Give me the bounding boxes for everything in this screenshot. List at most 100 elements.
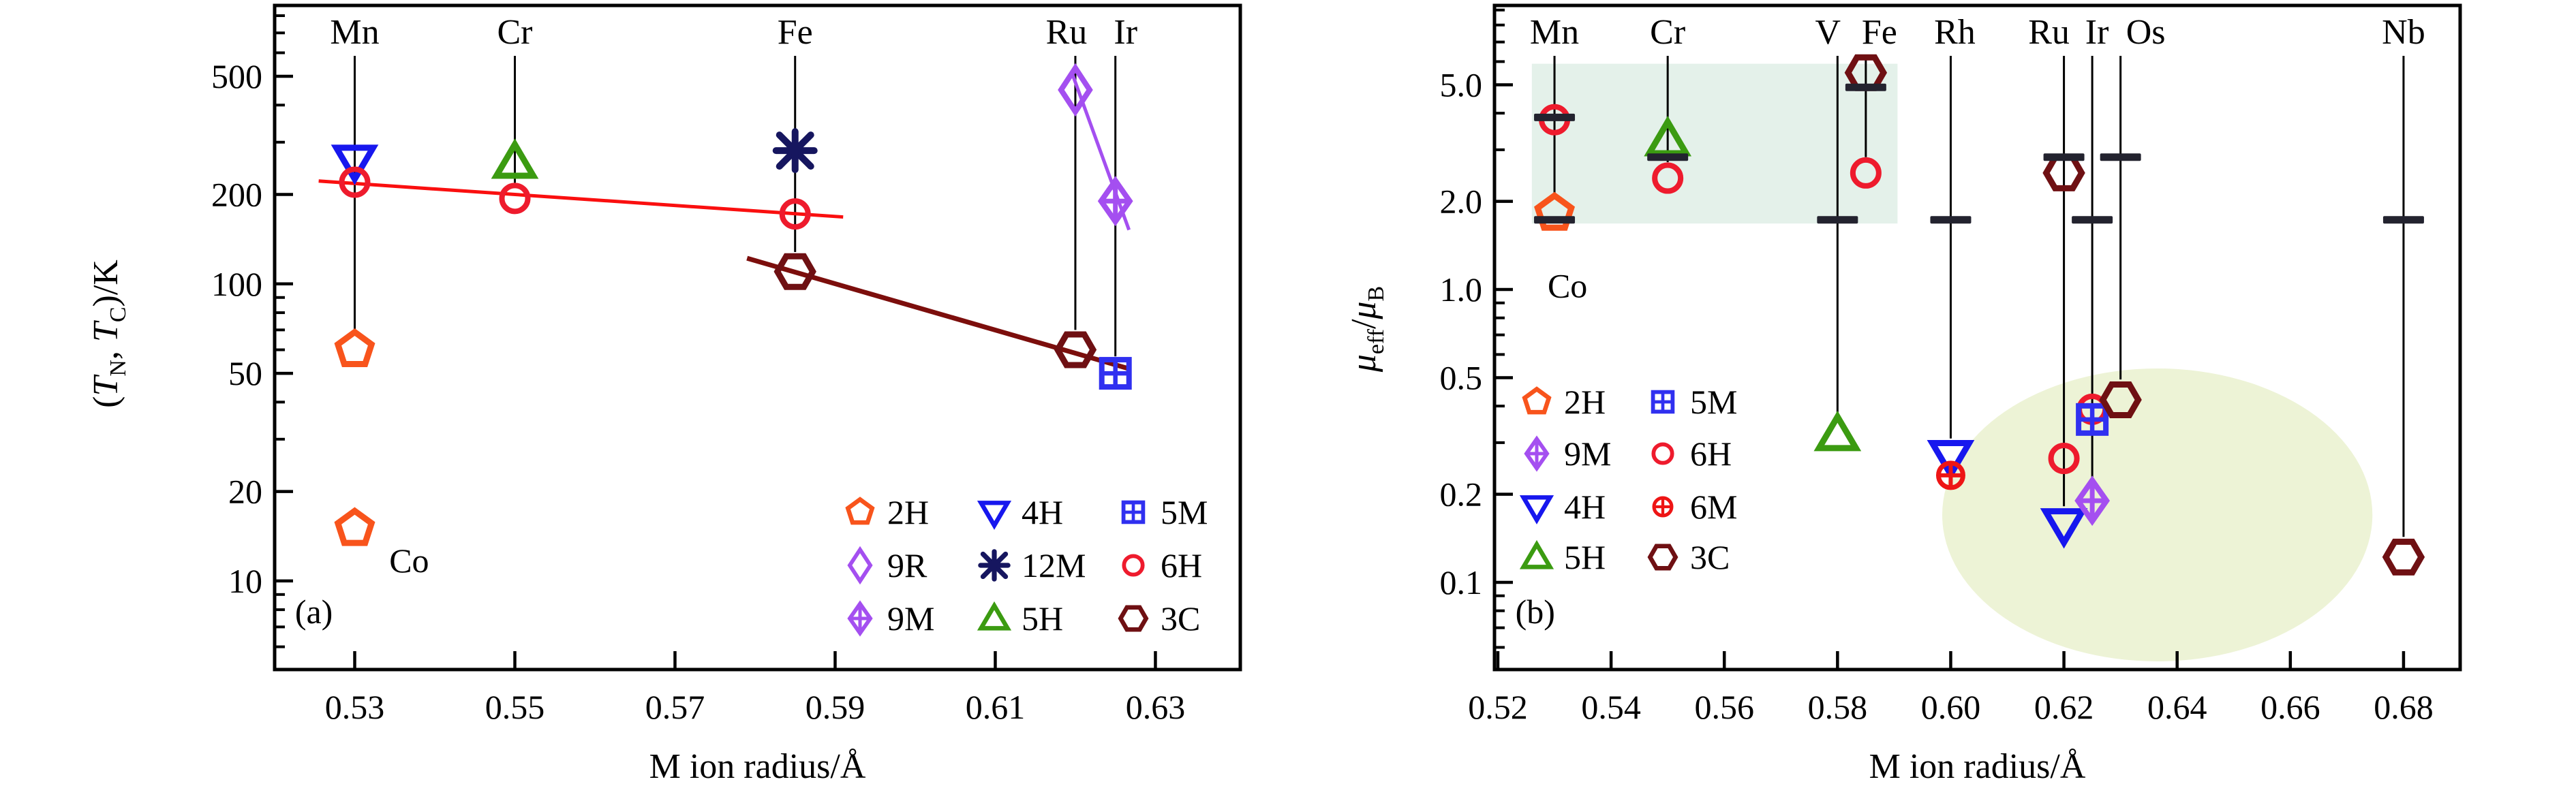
data-point-Ru-9R	[1058, 63, 1093, 117]
data-point-Rh-6M	[1935, 460, 1965, 490]
data-point-Fe-6H	[779, 198, 811, 230]
x-tick-label: 0.55	[485, 688, 545, 726]
trend-line-2	[1069, 70, 1131, 231]
y-tick-label: 200	[211, 176, 262, 214]
data-point-Fe-12M	[772, 128, 818, 174]
legend-label-4H: 4H	[1564, 488, 1606, 526]
data-point-Ir-5M	[1099, 357, 1132, 390]
element-label-Mn: Mn	[330, 13, 379, 52]
data-point-Ir-9M	[2074, 475, 2110, 527]
x-tick-label: 0.57	[645, 688, 705, 726]
x-tick-label: 0.53	[325, 688, 385, 726]
spin-only-bar	[1647, 153, 1689, 161]
legend-label-6M: 6M	[1690, 488, 1737, 526]
x-tick-label: 0.54	[1581, 688, 1641, 726]
annotation-co: Co	[1548, 267, 1587, 305]
y-tick-label: 0.1	[1440, 563, 1483, 601]
legend-marker-9M	[847, 600, 873, 637]
element-label-Os: Os	[2126, 13, 2166, 52]
y-tick-label: 20	[228, 473, 262, 511]
legend: 2H 4H 5M 9R 12M 6H 9M 5H 3C	[845, 493, 1208, 638]
legend-marker-12M	[978, 549, 1011, 582]
x-tick-label: 0.56	[1694, 688, 1754, 726]
legend-marker-3C	[1647, 544, 1678, 571]
data-point-Ir-9M	[1097, 176, 1133, 227]
element-label-Fe: Fe	[778, 13, 813, 52]
data-point-Mn-2H	[1534, 191, 1576, 231]
y-tick-label: 1.0	[1440, 270, 1483, 309]
data-point-Mn-4H	[331, 144, 379, 185]
legend-label-4H: 4H	[1022, 493, 1063, 531]
y-tick-label: 50	[228, 354, 262, 392]
data-point-Fe-6H	[1850, 157, 1882, 189]
data-point-Ru-4H	[2040, 508, 2088, 549]
spin-only-bar	[1930, 216, 1972, 224]
legend: 2H 5M 9M 6H 4H 6M 5H 3C	[1519, 383, 1737, 576]
data-point-Mn-2H	[334, 328, 375, 368]
data-point-V-5H	[1813, 410, 1862, 452]
legend-label-12M: 12M	[1022, 546, 1086, 584]
element-label-Ru: Ru	[2028, 13, 2070, 52]
element-label-Cr: Cr	[1650, 13, 1685, 52]
panel-letter: (b)	[1516, 593, 1555, 631]
y-tick-label: 5.0	[1440, 65, 1483, 104]
element-label-Mn: Mn	[1530, 13, 1579, 52]
legend-marker-6M	[1652, 496, 1674, 518]
y-tick-label: 0.2	[1440, 475, 1483, 514]
x-tick-label: 0.68	[2374, 688, 2434, 726]
x-axis-title: M ion radius/Å	[1869, 747, 2086, 786]
spin-only-bar	[1845, 83, 1886, 91]
element-label-V: V	[1815, 13, 1841, 52]
data-point-Ru-6H	[2048, 443, 2080, 475]
legend-marker-4H	[977, 501, 1012, 530]
legend-marker-5M	[1651, 390, 1675, 414]
legend-marker-5M	[1121, 500, 1146, 524]
y-tick-label: 100	[211, 265, 262, 303]
data-point-Mn-6H	[339, 166, 371, 198]
panel-letter: (a)	[295, 593, 333, 631]
element-label-Cr: Cr	[497, 13, 532, 52]
spin-only-bar	[2043, 153, 2085, 161]
legend-label-9R: 9R	[887, 546, 927, 584]
data-point-Cr-5H	[1644, 116, 1692, 157]
shaded-region-rect	[1531, 63, 1898, 224]
x-tick-label: 0.62	[2034, 688, 2094, 726]
legend-marker-4H	[1519, 495, 1554, 524]
legend-label-5H: 5H	[1564, 538, 1606, 576]
legend-label-5M: 5M	[1690, 383, 1737, 421]
y-tick-label: 10	[228, 562, 262, 600]
legend-label-9M: 9M	[1564, 435, 1611, 473]
spin-only-bar	[2100, 153, 2141, 161]
legend-marker-3C	[1118, 605, 1149, 632]
annotation-co: Co	[389, 541, 429, 580]
legend-label-9M: 9M	[887, 599, 934, 638]
panel-b: Mn Cr V Fe Rh Ru Ir Os Nb 5.0 2.0 1.0 0.5 0.2 0.1 0.52 0…	[1345, 3, 2462, 786]
x-tick-label: 0.66	[2260, 688, 2320, 726]
legend-label-6H: 6H	[1690, 435, 1732, 473]
x-tick-label: 0.61	[966, 688, 1026, 726]
x-tick-label: 0.58	[1808, 688, 1868, 726]
legend-label-3C: 3C	[1690, 538, 1730, 576]
panel-a: Mn Cr Fe Ru Ir 500 200 100 50 20 10 0.53 0.55 0.57 0.5…	[87, 3, 1242, 786]
spin-only-bar	[1817, 216, 1858, 224]
legend-marker-2H	[1522, 386, 1552, 415]
y-axis-title: μeff/μB	[1345, 286, 1389, 373]
data-point-Os-3C	[2099, 381, 2142, 419]
y-axis-title: (TN, TC)/K	[87, 260, 131, 408]
trend-line-0	[318, 179, 844, 219]
legend-marker-6H	[1122, 554, 1145, 577]
legend-marker-2H	[845, 497, 875, 525]
spin-only-bar	[1534, 113, 1576, 121]
legend-marker-9M	[1524, 435, 1550, 472]
y-tick-label: 500	[211, 57, 262, 95]
y-tick-label: 0.5	[1440, 358, 1483, 396]
x-tick-label: 0.60	[1921, 688, 1981, 726]
data-point-Fe-3C	[773, 253, 816, 290]
data-point-Rh-4H	[1927, 440, 1975, 481]
legend-marker-5H	[977, 601, 1012, 631]
spin-only-bar	[1534, 216, 1576, 224]
axes-frame	[1492, 3, 2462, 672]
legend-label-6H: 6H	[1161, 546, 1202, 584]
data-point-Ir-5M	[2076, 403, 2109, 436]
